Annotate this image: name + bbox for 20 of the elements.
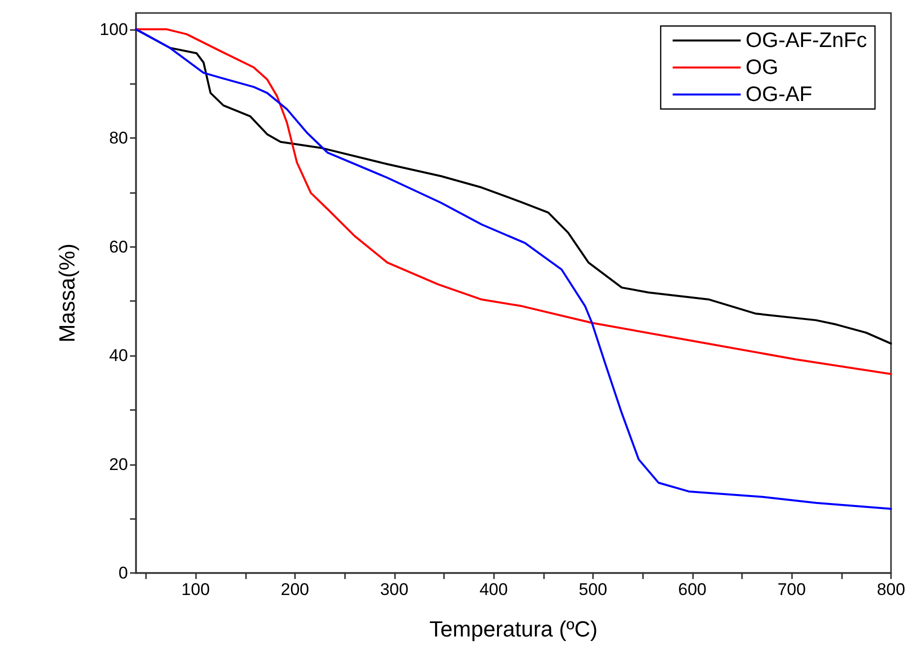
x-tick-label: 700 (777, 580, 806, 599)
x-tick-label: 200 (280, 580, 310, 599)
y-tick-label: 100 (100, 20, 128, 39)
x-axis-title: Temperatura (ºC) (429, 616, 598, 642)
x-tick-label: 300 (380, 580, 408, 599)
legend-label: OG-AF-ZnFc (746, 29, 868, 52)
y-tick-label: 0 (118, 564, 128, 582)
x-tick-label: 600 (678, 580, 707, 599)
y-tick-label: 20 (109, 454, 128, 474)
y-axis-title: Massa(%) (54, 243, 80, 343)
x-tick-label: 500 (578, 580, 608, 599)
y-tick-label: 80 (109, 128, 128, 148)
legend-label: OG (746, 56, 778, 79)
legend-label: OG-AF (746, 83, 812, 106)
y-tick-label: 40 (109, 346, 128, 366)
y-tick-label: 60 (109, 237, 128, 256)
x-tick-label: 100 (181, 580, 210, 599)
line-series (135, 28, 892, 510)
x-tick-label: 400 (479, 580, 508, 599)
x-tick-label: 800 (876, 580, 906, 599)
